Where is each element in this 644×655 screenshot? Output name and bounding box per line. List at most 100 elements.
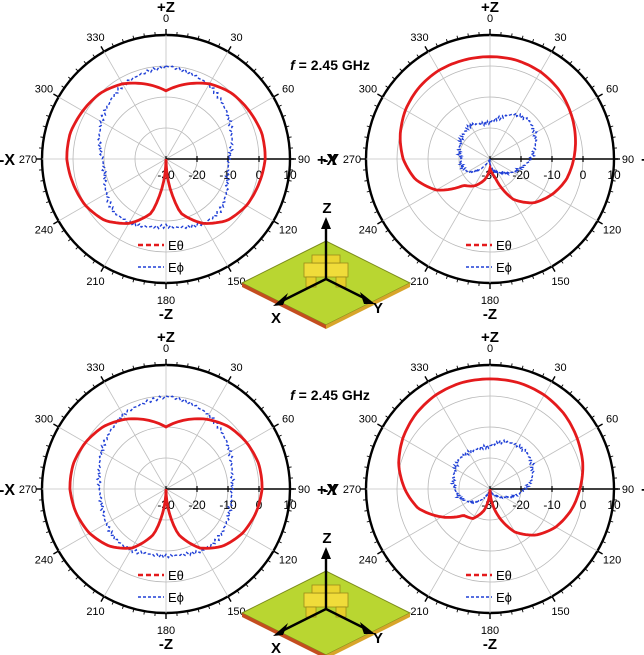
plot-bottom-yz-angle-tick	[551, 376, 556, 382]
plot-bottom-yz-radial-tick-label: -10	[543, 498, 561, 512]
plot-bottom-xz-spoke	[103, 381, 167, 490]
plot-bottom-xz-angle-tick	[132, 608, 135, 613]
plot-top-yz-angle-tick	[364, 180, 368, 182]
plot-bottom-xz-angle-tick	[197, 365, 200, 370]
plot-top-yz-angle-tick	[377, 220, 383, 225]
plot-bottom-yz-angle-tick	[467, 611, 469, 615]
plot-top-xz-legend-label-ephi: Eϕ	[168, 260, 184, 275]
plot-top-yz-angle-tick	[577, 246, 581, 250]
plot-bottom-yz-angle-tick	[606, 530, 610, 534]
plot-top-yz-angle-tick	[531, 39, 535, 43]
inset-axis-y-arrow	[360, 292, 375, 304]
plot-bottom-xz-angle-tick	[285, 520, 290, 523]
plot-top-xz-angle-tick	[100, 266, 105, 272]
plot-top-xz-spoke	[165, 96, 274, 160]
plot-bottom-xz-angle-tick	[143, 363, 145, 367]
plot-bottom-xz-angle-tick	[46, 444, 50, 448]
plot-top-xz-spoke	[103, 158, 167, 267]
plot-bottom-yz-spoke	[489, 488, 553, 597]
plot-top-xz-angle-tick	[92, 260, 96, 264]
plot-bottom-xz-angle-tick	[278, 434, 282, 438]
plot-bottom-xz-angle-tick	[143, 611, 145, 615]
plot-top-yz-legend-label-ephi: Eϕ	[496, 260, 512, 275]
plot-bottom-yz-angle-tick	[416, 590, 420, 594]
plot-top-yz-radial-tick-label: 0	[580, 168, 587, 182]
plot-top-xz-spoke	[165, 51, 229, 160]
plot-top-yz-angle-tick	[370, 114, 374, 118]
plot-top-yz-angle-tick	[609, 125, 614, 128]
plot-bottom-xz-series-ephi	[95, 394, 236, 560]
plot-bottom-yz-angle-label: 30	[554, 362, 566, 374]
plot-top-xz-angle-tick	[207, 275, 211, 279]
plot-top-yz-angle-tick	[541, 43, 545, 47]
plot-bottom-yz-angle-tick	[560, 384, 564, 388]
inset-axis-x-arrow	[273, 293, 288, 306]
plot-bottom-xz-angle-label: 60	[282, 414, 294, 426]
plot-top-xz-angle-tick	[207, 39, 211, 43]
plot-bottom-xz-angle-tick	[273, 550, 279, 555]
plot-top-xz-angle-tick	[285, 125, 290, 128]
plot-bottom-yz-angle-tick	[591, 415, 595, 419]
plot-top-yz-angle-tick	[612, 180, 616, 182]
plot-top-xz-angle-tick	[132, 278, 135, 283]
plot-bottom-yz-angle-tick	[602, 434, 606, 438]
plot-top-yz-angle-tick	[560, 260, 564, 264]
inset-axis-y-arrow	[360, 622, 375, 634]
plot-bottom-yz-angle-tick	[577, 576, 581, 580]
inset-axis-z-arrow	[321, 547, 331, 559]
plot-bottom-yz-radial-tick-label: 0	[580, 498, 587, 512]
plot-top-xz-angle-tick	[132, 35, 135, 40]
plot-bottom-yz-spoke	[427, 488, 491, 597]
plot-top-yz-radial-tick-label: -10	[543, 168, 561, 182]
plot-top-yz-angle-label-90: 90	[622, 154, 634, 166]
plot-top-xz-angle-tick	[83, 61, 87, 65]
plot-bottom-xz-angle-label: 210	[86, 606, 104, 618]
plot-bottom-yz-angle-tick	[511, 363, 513, 367]
plot-top-xz-spoke	[165, 158, 229, 267]
plot-top-yz-angle-label: 120	[603, 225, 621, 237]
plot-bottom-xz-angle-tick	[100, 376, 105, 382]
plot-bottom-xz-spoke	[103, 488, 167, 597]
plot-bottom-xz-spoke	[58, 488, 167, 552]
plot-bottom-xz-axis-top: +Z	[157, 329, 175, 346]
plot-bottom-yz-angle-label: 60	[606, 414, 618, 426]
plot-top-xz-axis-top: +Z	[157, 0, 175, 16]
plot-bottom-xz-angle-tick	[40, 510, 44, 512]
plot-top-xz-angle-tick	[288, 136, 292, 138]
plot-bottom-yz-angle-tick	[577, 398, 581, 402]
plot-bottom-yz-angle-tick	[366, 455, 371, 458]
plot-bottom-yz-angle-tick	[364, 510, 368, 512]
plot-bottom-yz-angle-tick	[597, 423, 603, 428]
plot-bottom-yz-angle-tick	[467, 363, 469, 367]
plot-bottom-yz-angle-label: 300	[359, 414, 377, 426]
plot-top-yz-spoke	[489, 158, 598, 222]
plot-top-yz-radial-tick-label: -20	[512, 168, 530, 182]
plot-bottom-yz-angle-tick	[609, 455, 614, 458]
plot-bottom-xz-angle-tick	[253, 576, 257, 580]
plot-bottom-xz-angle-tick	[61, 415, 65, 419]
plot-top-xz-angle-tick	[53, 93, 59, 98]
plot-top-yz-angle-tick	[584, 238, 588, 242]
plot-top-yz-angle-tick	[511, 33, 513, 37]
plot-bottom-xz-angle-label: 240	[35, 555, 53, 567]
plot-bottom-xz-angle-tick	[285, 455, 290, 458]
plot-bottom-xz-angle-tick	[288, 510, 292, 512]
plot-bottom-xz-angle-tick	[53, 550, 59, 555]
plot-bottom-xz-spoke	[165, 426, 274, 490]
plot-top-xz-angle-tick	[227, 266, 232, 272]
plot-top-yz-angle-tick	[584, 76, 588, 80]
plot-top-xz-angle-tick	[50, 210, 54, 214]
plot-bottom-yz-angle-tick	[370, 444, 374, 448]
ground-plane-edge-right	[326, 283, 410, 329]
inset-label-y: Y	[373, 630, 383, 647]
plot-top-yz-angle-label-270: 270	[343, 154, 361, 166]
plot-top-xz-angle-tick	[40, 180, 44, 182]
plot-bottom-xz-spoke	[165, 381, 229, 490]
plot-top-xz-angle-label: 300	[35, 84, 53, 96]
plot-top-xz-angle-tick	[100, 46, 105, 52]
plot-top-xz-angle-tick	[143, 33, 145, 37]
plot-bottom-yz-angle-tick	[612, 466, 616, 468]
plot-top-xz-angle-tick	[111, 271, 115, 275]
plot-top-yz-angle-tick	[374, 104, 378, 108]
plot-top-xz-angle-tick	[68, 76, 72, 80]
